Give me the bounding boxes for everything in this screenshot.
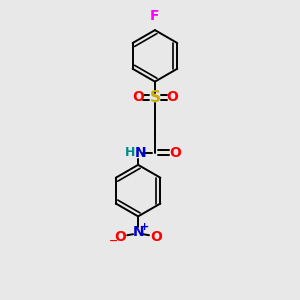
Text: O: O	[169, 146, 181, 160]
Text: H: H	[125, 146, 135, 160]
Text: O: O	[150, 230, 162, 244]
Text: −: −	[109, 236, 118, 246]
Text: O: O	[132, 91, 144, 104]
Text: O: O	[114, 230, 126, 244]
Text: +: +	[140, 222, 149, 232]
Text: O: O	[166, 91, 178, 104]
Text: N: N	[135, 146, 147, 160]
Text: S: S	[149, 90, 161, 105]
Text: N: N	[132, 225, 144, 239]
Text: F: F	[150, 9, 160, 23]
